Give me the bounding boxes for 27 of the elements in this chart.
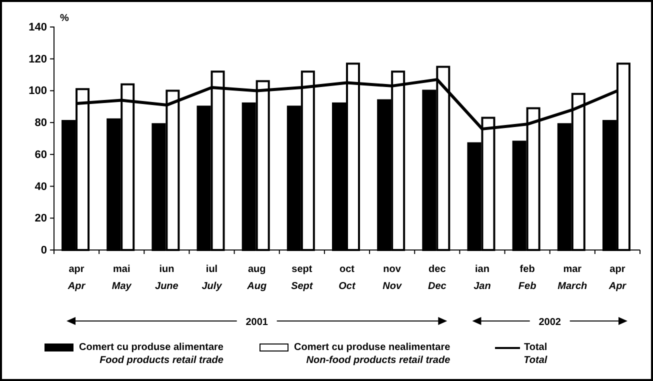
legend-label: Total Total bbox=[520, 342, 548, 366]
x-tick-label: apr Apr bbox=[608, 264, 628, 292]
x-tick-label: iun June bbox=[155, 264, 179, 292]
x-tick-label: nov Nov bbox=[382, 264, 403, 292]
y-tick-label: 140 bbox=[28, 22, 47, 34]
x-tick-label: aug Aug bbox=[246, 264, 267, 292]
x-tick-label: ian Jan bbox=[474, 264, 491, 292]
y-tick-label: 40 bbox=[34, 180, 47, 193]
text: 2001 bbox=[246, 317, 268, 328]
x-tick-label: mar March bbox=[558, 264, 588, 292]
y-tick-label: 100 bbox=[28, 85, 47, 98]
y-tick-label: 20 bbox=[34, 212, 47, 225]
x-tick-label: dec Dec bbox=[428, 264, 447, 292]
x-tick-label: mai May bbox=[112, 264, 132, 292]
y-axis-title: % bbox=[60, 13, 69, 24]
legend-label: Comert cu produse alimentare Food products retail trade bbox=[79, 342, 224, 366]
x-tick-label: feb Feb bbox=[518, 264, 536, 292]
y-tick-label: 120 bbox=[28, 53, 47, 66]
x-tick-label: sept Sept bbox=[291, 264, 314, 292]
y-tick-label: 0 bbox=[40, 244, 47, 257]
y-tick-label: 80 bbox=[34, 117, 47, 130]
text: 2002 bbox=[538, 317, 562, 328]
y-tick-label: 60 bbox=[34, 148, 47, 161]
x-tick-label: oct Oct bbox=[338, 264, 356, 292]
legend-label: Comert cu produse nealimentare Non-food products retail trade bbox=[294, 342, 451, 366]
x-tick-label: apr Apr bbox=[66, 264, 86, 292]
x-tick-label: iul July bbox=[202, 264, 222, 292]
